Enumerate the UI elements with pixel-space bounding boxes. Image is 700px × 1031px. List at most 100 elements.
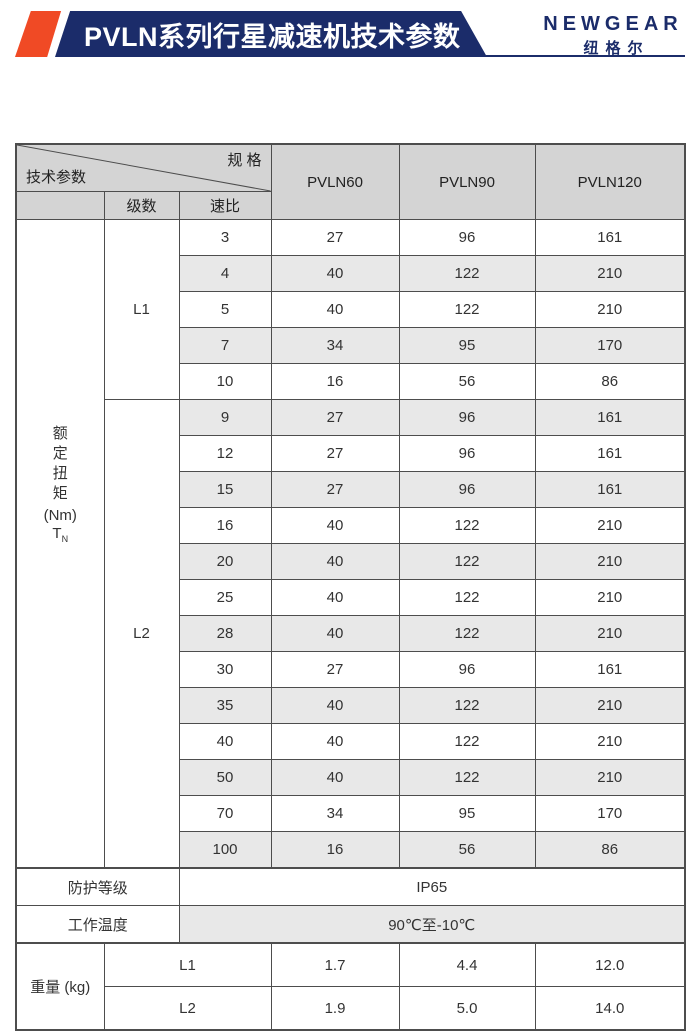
- value-cell: 96: [398, 471, 536, 508]
- value-cell: 122: [398, 291, 536, 328]
- value-cell: 40: [270, 723, 400, 760]
- value-cell: 27: [270, 399, 400, 436]
- value-cell: 210: [534, 579, 686, 616]
- value-cell: 161: [534, 651, 686, 688]
- ratio-cell: 25: [178, 579, 272, 616]
- value-cell: 161: [534, 435, 686, 472]
- diagonal-divider: [17, 145, 271, 191]
- ratio-cell: 35: [178, 687, 272, 724]
- ratio-cell: 15: [178, 471, 272, 508]
- value-cell: 161: [534, 399, 686, 436]
- column-header-pvln120: PVLN120: [534, 143, 686, 220]
- value-cell: 14.0: [534, 986, 686, 1031]
- value-cell: 27: [270, 219, 400, 256]
- accent-parallelogram: [15, 11, 62, 57]
- torque-label-cn: 额定扭矩: [52, 424, 68, 503]
- ratio-cell: 40: [178, 723, 272, 760]
- table-row: 额定扭矩 (Nm) TN L1 3 27 96 161: [15, 219, 686, 869]
- table-row: 70 34 95 170: [16, 795, 686, 832]
- value-cell: 122: [398, 759, 536, 796]
- value-cell: 86: [534, 831, 686, 869]
- value-cell: 40: [270, 291, 400, 328]
- ratio-cell: 30: [178, 651, 272, 688]
- ratio-cell: 12: [178, 435, 272, 472]
- value-cell: 12.0: [534, 942, 686, 987]
- value-cell: 34: [270, 327, 400, 364]
- value-cell: 210: [534, 723, 686, 760]
- value-cell: 34: [270, 795, 400, 832]
- weight-row-l1: 重量 (kg) L1 1.7 4.4 12.0: [15, 942, 686, 1031]
- table-row: L2 9 27 96 161: [16, 399, 686, 869]
- torque-unit: (Nm): [43, 506, 77, 524]
- table-row: 4 40 122 210: [16, 255, 686, 292]
- value-cell: 170: [534, 327, 686, 364]
- value-cell: 5.0: [398, 986, 536, 1031]
- value-cell: 56: [398, 831, 536, 869]
- level-l2-cell: L2: [103, 399, 180, 869]
- ratio-cell: 28: [178, 615, 272, 652]
- value-cell: 122: [398, 507, 536, 544]
- table-row: 16 40 122 210: [16, 507, 686, 544]
- value-cell: 40: [270, 507, 400, 544]
- value-cell: 210: [534, 687, 686, 724]
- protection-value: IP65: [178, 867, 686, 906]
- value-cell: 96: [398, 435, 536, 472]
- value-cell: 161: [534, 471, 686, 508]
- torque-symbol-sub: N: [61, 533, 69, 544]
- value-cell: 27: [270, 435, 400, 472]
- page-header: PVLN系列行星减速机技术参数 NEWGEAR 纽格尔: [0, 0, 700, 80]
- corner-label-spec: 规 格: [227, 152, 262, 169]
- ratio-cell: 4: [178, 255, 272, 292]
- ratio-cell: 7: [178, 327, 272, 364]
- table-corner-cell: 规 格 技术参数: [15, 143, 272, 192]
- column-header-pvln60: PVLN60: [270, 143, 400, 220]
- value-cell: 95: [398, 795, 536, 832]
- value-cell: 210: [534, 543, 686, 580]
- spec-table: 规 格 技术参数 PVLN60 PVLN90 PVLN120 级数 速比 额定扭…: [15, 143, 686, 1031]
- ratio-cell: 16: [178, 507, 272, 544]
- value-cell: 16: [270, 831, 400, 869]
- value-cell: 40: [270, 615, 400, 652]
- header-divider-line: [486, 55, 685, 57]
- page-title: PVLN系列行星减速机技术参数: [84, 21, 461, 52]
- torque-label-block: 额定扭矩 (Nm) TN: [17, 424, 103, 664]
- value-cell: 40: [270, 255, 400, 292]
- ratio-cell: 3: [178, 219, 272, 256]
- value-cell: 40: [270, 759, 400, 796]
- ratio-cell: 10: [178, 363, 272, 400]
- value-cell: 40: [270, 687, 400, 724]
- value-cell: 170: [534, 795, 686, 832]
- value-cell: 16: [270, 363, 400, 400]
- table-row: 12 27 96 161: [16, 435, 686, 472]
- value-cell: 96: [398, 219, 536, 256]
- value-cell: 96: [398, 399, 536, 436]
- column-header-stage: 级数: [103, 191, 180, 220]
- value-cell: 122: [398, 615, 536, 652]
- value-cell: 210: [534, 291, 686, 328]
- value-cell: 122: [398, 579, 536, 616]
- value-cell: 210: [534, 615, 686, 652]
- temperature-value: 90℃至-10℃: [178, 905, 686, 944]
- torque-symbol-t: T: [52, 524, 62, 542]
- weight-label: 重量 (kg): [15, 942, 105, 1031]
- title-banner: PVLN系列行星减速机技术参数: [55, 11, 487, 57]
- value-cell: 210: [534, 255, 686, 292]
- table-row: 5 40 122 210: [16, 291, 686, 328]
- value-cell: 96: [398, 651, 536, 688]
- value-cell: 27: [270, 471, 400, 508]
- corner-label-params: 技术参数: [26, 169, 87, 186]
- weight-row-l2: L2 1.9 5.0 14.0: [16, 986, 686, 1031]
- value-cell: 161: [534, 219, 686, 256]
- brand-name-en: NEWGEAR: [543, 13, 683, 35]
- value-cell: 40: [270, 543, 400, 580]
- value-cell: 122: [398, 687, 536, 724]
- value-cell: 210: [534, 507, 686, 544]
- table-row: 10 16 56 86: [16, 363, 686, 400]
- weight-level-cell: L2: [103, 986, 272, 1031]
- value-cell: 40: [270, 579, 400, 616]
- value-cell: 210: [534, 759, 686, 796]
- table-header-row: 规 格 技术参数 PVLN60 PVLN90 PVLN120: [15, 143, 686, 220]
- ratio-cell: 100: [178, 831, 272, 869]
- ratio-cell: 20: [178, 543, 272, 580]
- protection-row: 防护等级 IP65: [15, 867, 686, 906]
